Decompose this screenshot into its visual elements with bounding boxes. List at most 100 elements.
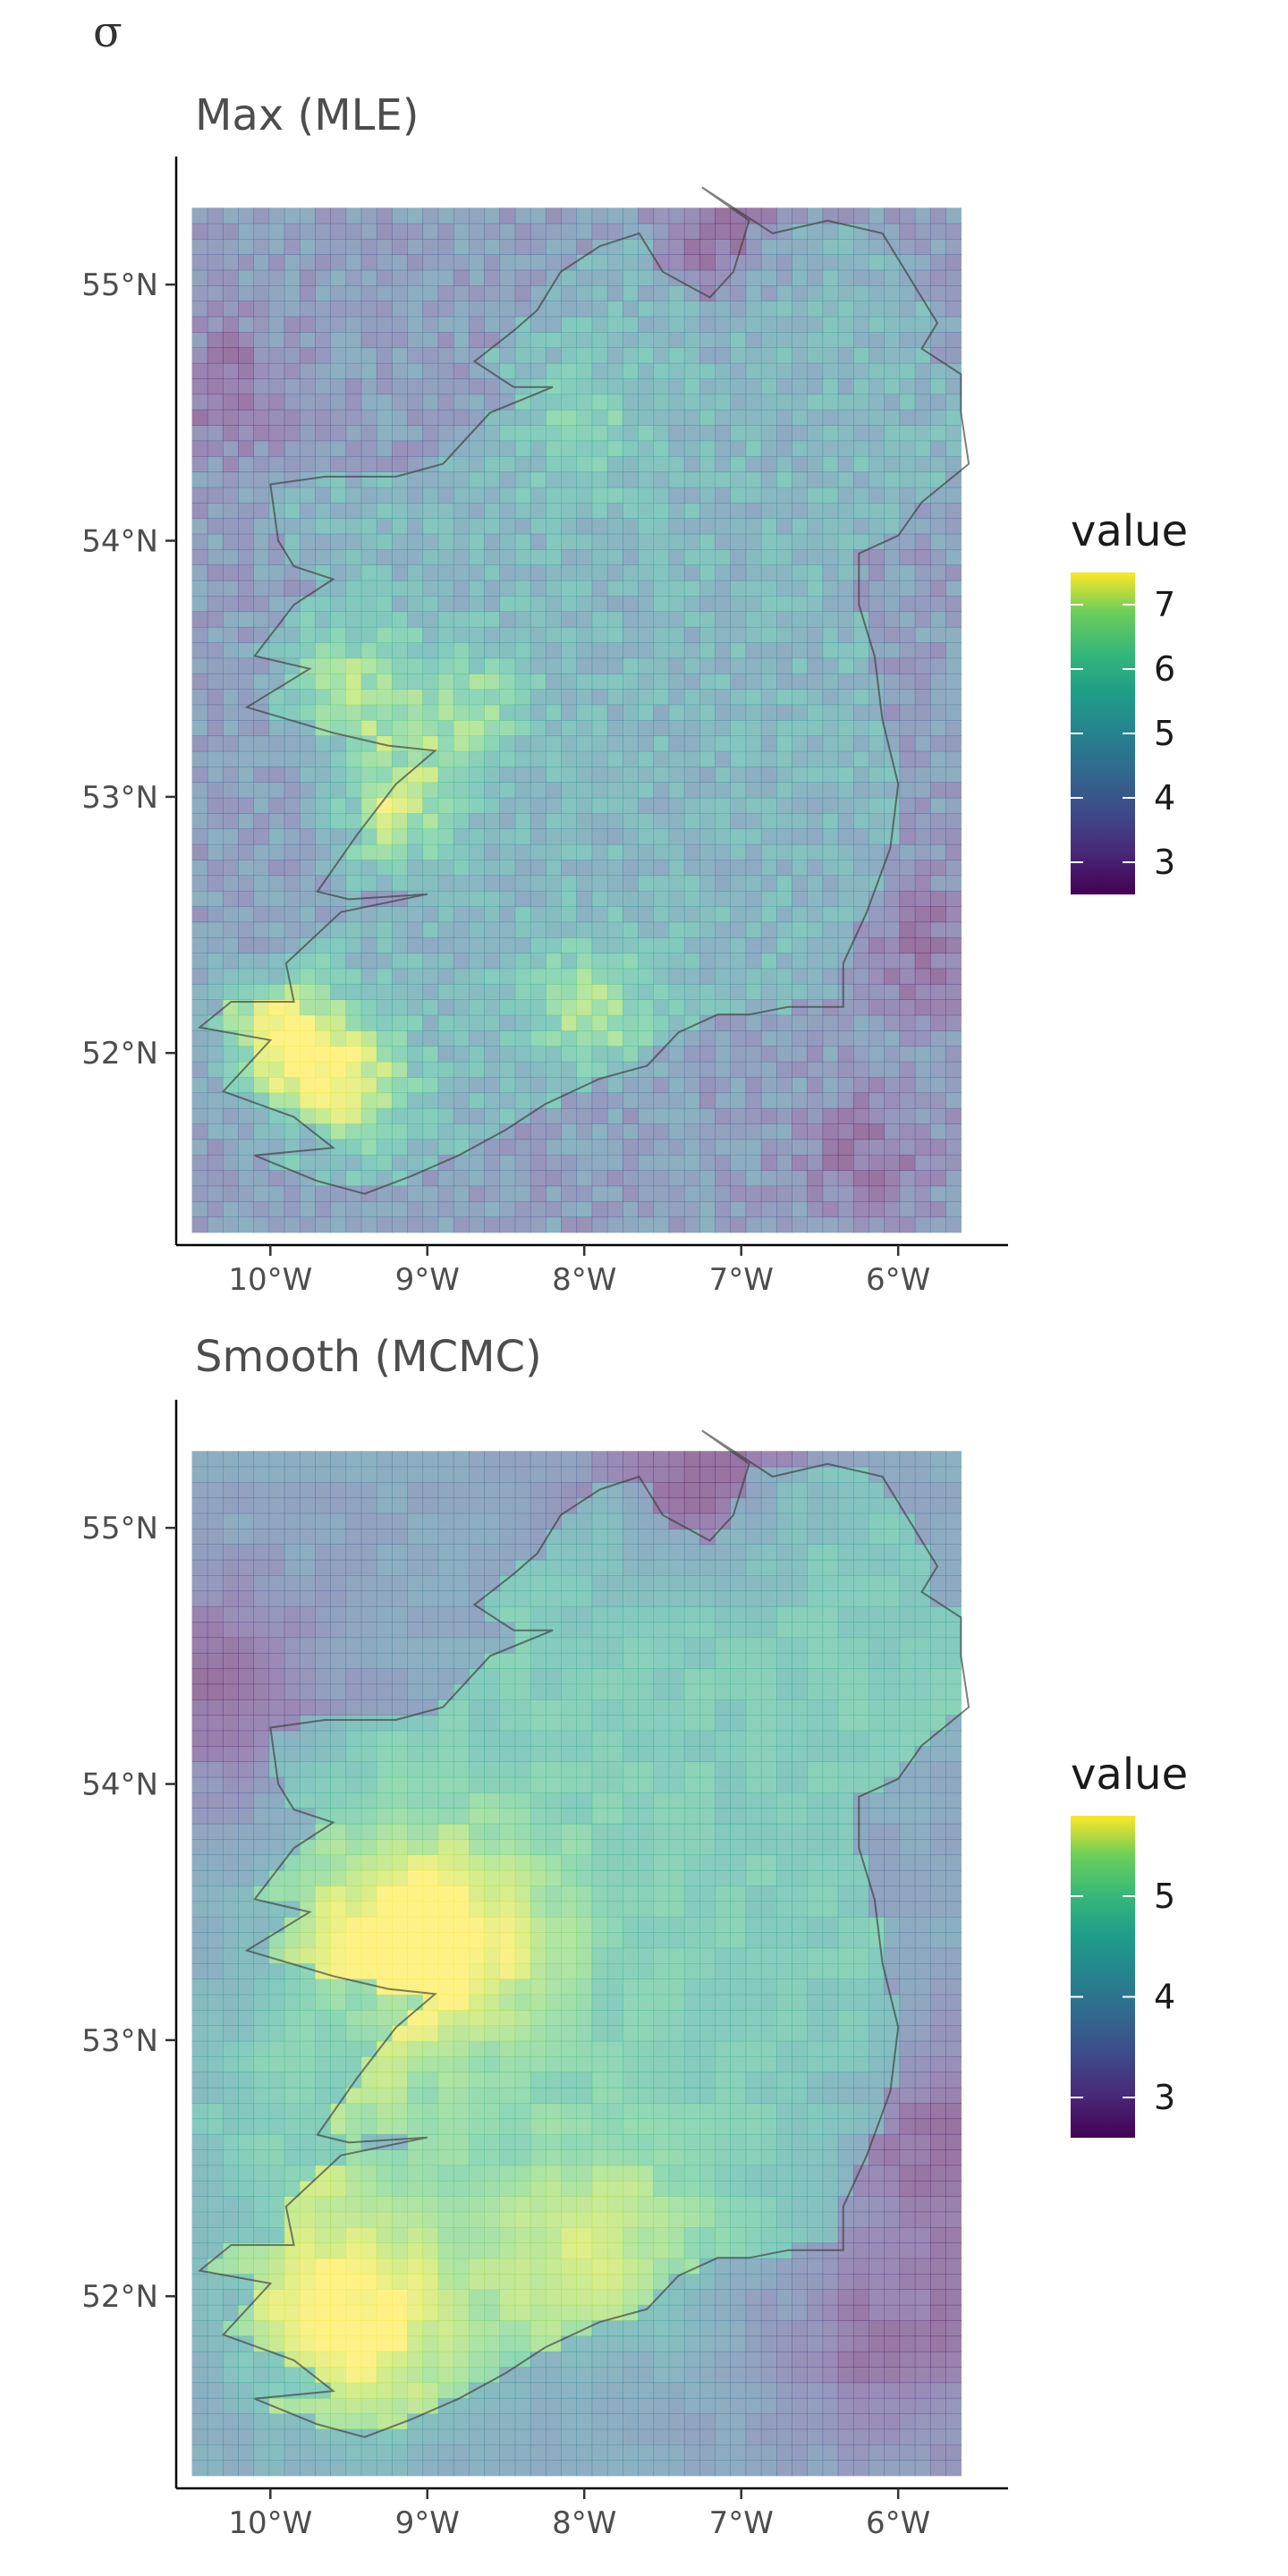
- heatmap-cell: [361, 441, 377, 457]
- heatmap-cell: [469, 1917, 485, 1933]
- heatmap-cell: [361, 1140, 377, 1156]
- heatmap-cell: [499, 2072, 515, 2088]
- heatmap-cell: [330, 2274, 346, 2290]
- heatmap-cell: [208, 860, 224, 876]
- heatmap-cell: [499, 2274, 515, 2290]
- heatmap-cell: [499, 1885, 515, 1902]
- colorbar-label: 3: [1154, 843, 1175, 882]
- heatmap-cell: [653, 1123, 669, 1140]
- heatmap-cell: [915, 813, 931, 829]
- heatmap-cell: [561, 813, 577, 829]
- heatmap-cell: [453, 720, 470, 736]
- heatmap-cell: [853, 782, 869, 798]
- heatmap-cell: [330, 1170, 346, 1186]
- heatmap-cell: [238, 1885, 254, 1902]
- heatmap-cell: [438, 1170, 454, 1186]
- heatmap-cell: [453, 1108, 470, 1124]
- heatmap-cell: [699, 782, 716, 798]
- heatmap-cell: [561, 705, 577, 721]
- heatmap-cell: [823, 347, 839, 363]
- heatmap-cell: [300, 239, 316, 255]
- heatmap-cell: [684, 813, 700, 829]
- heatmap-cell: [208, 1155, 224, 1171]
- heatmap-cell: [300, 1216, 316, 1233]
- heatmap-cell: [530, 1140, 547, 1156]
- heatmap-cell: [530, 1854, 547, 1870]
- heatmap-cell: [438, 2088, 454, 2104]
- heatmap-cell: [546, 1590, 562, 1606]
- heatmap-cell: [469, 1870, 485, 1886]
- heatmap-cell: [669, 984, 685, 1000]
- heatmap-cell: [223, 2134, 239, 2150]
- heatmap-cell: [469, 2289, 485, 2305]
- heatmap-cell: [361, 2367, 377, 2383]
- heatmap-cell: [238, 2320, 254, 2336]
- heatmap-cell: [192, 906, 208, 922]
- heatmap-cell: [746, 394, 762, 411]
- heatmap-cell: [453, 735, 470, 751]
- heatmap-cell: [669, 1030, 685, 1046]
- heatmap-cell: [484, 487, 500, 504]
- heatmap-cell: [776, 937, 792, 953]
- heatmap-cell: [469, 2351, 485, 2368]
- heatmap-cell: [192, 1638, 208, 1654]
- heatmap-cell: [422, 2351, 438, 2368]
- heatmap-cell: [592, 1062, 608, 1078]
- heatmap-cell: [900, 208, 916, 224]
- heatmap-cell: [469, 2181, 485, 2197]
- heatmap-cell: [192, 735, 208, 751]
- heatmap-cell: [422, 1808, 438, 1824]
- heatmap-cell: [515, 999, 531, 1015]
- heatmap-cell: [392, 596, 408, 612]
- heatmap-cell: [530, 1030, 547, 1046]
- heatmap-cell: [776, 922, 792, 938]
- heatmap-cell: [499, 1653, 515, 1669]
- heatmap-cell: [361, 254, 377, 270]
- heatmap-cell: [238, 1015, 254, 1031]
- heatmap-cell: [945, 239, 962, 255]
- heatmap-cell: [469, 2383, 485, 2399]
- heatmap-cell: [330, 1699, 346, 1716]
- heatmap-cell: [653, 674, 669, 690]
- heatmap-cell: [422, 518, 438, 534]
- heatmap-cell: [253, 658, 269, 674]
- heatmap-cell: [546, 2367, 562, 2383]
- heatmap-cell: [715, 518, 731, 534]
- heatmap-cell: [238, 347, 254, 363]
- heatmap-cell: [407, 1761, 423, 1777]
- heatmap-cell: [515, 1030, 531, 1046]
- heatmap-cell: [561, 456, 577, 472]
- heatmap-cell: [223, 1917, 239, 1933]
- heatmap-cell: [638, 425, 654, 441]
- heatmap-cell: [730, 378, 746, 394]
- heatmap-cell: [346, 1590, 362, 1606]
- heatmap-cell: [253, 1839, 269, 1855]
- heatmap-cell: [515, 1077, 531, 1093]
- heatmap-cell: [377, 1839, 393, 1855]
- heatmap-cell: [530, 270, 547, 286]
- heatmap-cell: [361, 2445, 377, 2461]
- heatmap-cell: [330, 1731, 346, 1747]
- heatmap-cell: [915, 1077, 931, 1093]
- heatmap-cell: [853, 798, 869, 814]
- heatmap-cell: [361, 2460, 377, 2476]
- heatmap-cell: [192, 1653, 208, 1669]
- heatmap-cell: [453, 1186, 470, 1202]
- heatmap-cell: [715, 347, 731, 363]
- heatmap-cell: [330, 1684, 346, 1700]
- heatmap-cell: [638, 1155, 654, 1171]
- heatmap-cell: [346, 549, 362, 565]
- heatmap-cell: [823, 1046, 839, 1062]
- heatmap-cell: [377, 705, 393, 721]
- heatmap-cell: [761, 549, 777, 565]
- heatmap-cell: [438, 394, 454, 411]
- heatmap-cell: [300, 813, 316, 829]
- heatmap-cell: [530, 2383, 547, 2399]
- heatmap-cell: [776, 239, 792, 255]
- heatmap-cell: [453, 503, 470, 519]
- heatmap-cell: [253, 2072, 269, 2088]
- heatmap-cell: [684, 301, 700, 317]
- heatmap-cell: [300, 1606, 316, 1623]
- heatmap-cell: [238, 2134, 254, 2150]
